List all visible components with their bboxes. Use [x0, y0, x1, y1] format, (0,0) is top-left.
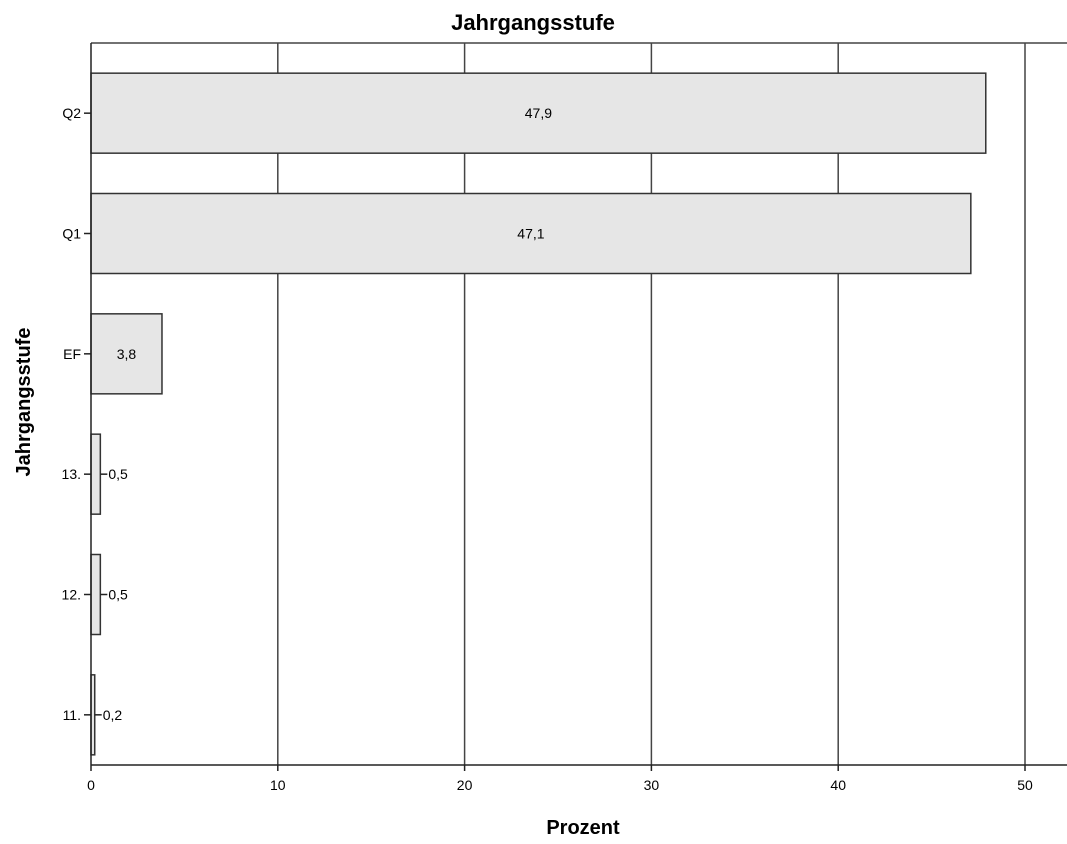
y-tick-label: Q2	[62, 105, 81, 121]
y-axis-title: Jahrgangsstufe	[13, 328, 35, 477]
bars	[90, 72, 987, 756]
y-tick-label: Q1	[62, 226, 81, 242]
y-tick-label: 11.	[63, 707, 81, 723]
bar-EF	[90, 313, 163, 395]
data-label: 47,1	[517, 226, 544, 242]
chart-title: Jahrgangsstufe	[451, 10, 615, 35]
data-label: 0,5	[108, 587, 128, 603]
axes	[84, 43, 1067, 771]
x-tick-label: 20	[457, 777, 473, 793]
y-tick-label: 12.	[62, 587, 81, 603]
y-tick-label: EF	[63, 346, 81, 362]
bar-12	[90, 553, 102, 636]
y-tick-label: 13.	[62, 466, 81, 482]
data-label: 0,2	[103, 707, 123, 723]
bar-Q2	[90, 72, 987, 154]
labels: 0 10 20 30 40 50 Q2 47,9 Q1 47,1 EF 3,8 13. 0,5 12. 0,5…	[62, 105, 1033, 793]
data-label: 47,9	[525, 105, 552, 121]
x-tick-label: 50	[1017, 777, 1033, 793]
x-axis-title: Prozent	[546, 817, 620, 839]
x-tick-label: 10	[270, 777, 286, 793]
x-tick-label: 40	[830, 777, 846, 793]
x-tick-label: 30	[644, 777, 660, 793]
data-label: 0,5	[108, 466, 128, 482]
x-tick-label: 0	[87, 777, 95, 793]
data-label: 3,8	[117, 346, 137, 362]
gridlines	[91, 42, 1067, 765]
bar-13	[90, 433, 102, 515]
